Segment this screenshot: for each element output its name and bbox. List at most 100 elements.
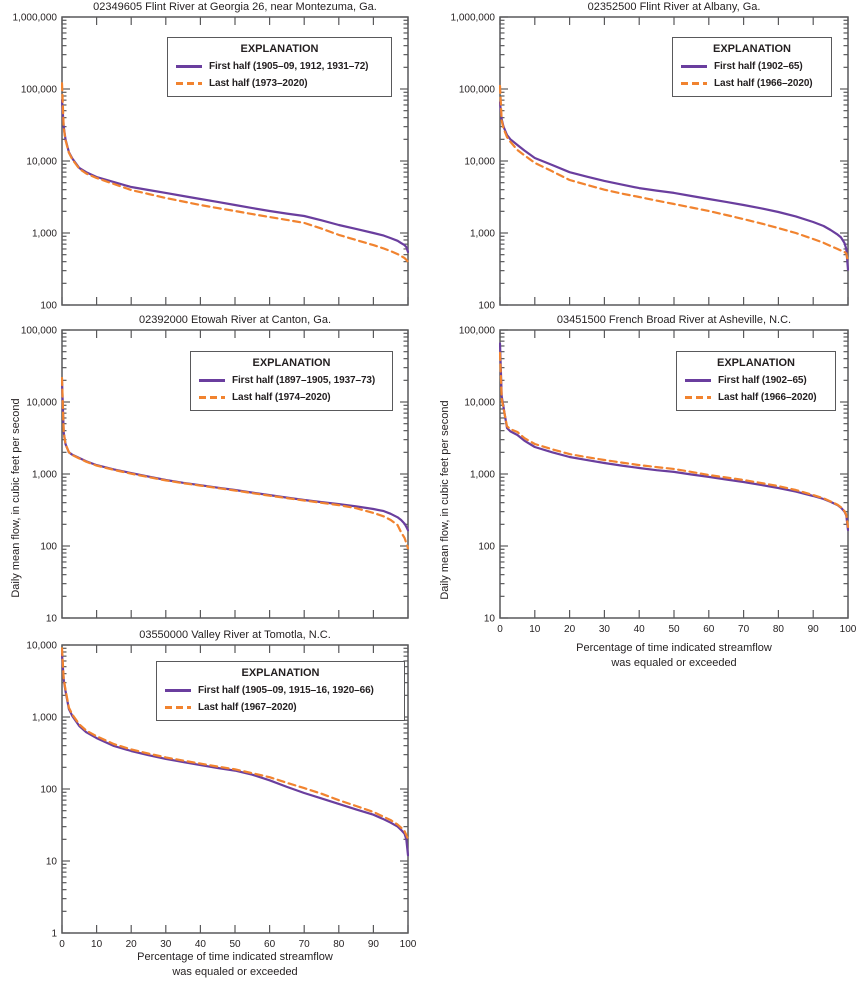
panel-5-plot: 1 10 100 1,000 10,000 0 10 20 30 40 50 60 70 80 90 100 [26,641,416,951]
y-tick-label: 10 [484,614,496,625]
legend-label: First half (1897–1905, 1937–73) [232,375,376,386]
legend-label: Last half (1966–2020) [714,78,813,89]
last-half-curve [61,377,409,550]
legend-entry-first-half: First half (1902–65) [681,61,823,72]
y-tick-label: 1,000,000 [13,13,58,24]
legend-box-1: EXPLANATION First half (1905–09, 1912, 1… [167,37,392,97]
legend-entry-last-half: Last half (1966–2020) [685,392,827,403]
last-half-line-swatch [681,82,707,85]
x-tick-label: 20 [126,939,138,950]
legend-title: EXPLANATION [240,43,319,55]
x-axis-label-right: Percentage of time indicated streamflow … [500,641,848,671]
y-tick-label: 1,000 [32,229,57,240]
plot-frame [499,16,849,306]
y-tick-label: 10,000 [464,398,495,409]
y-tick-label: 100 [40,785,57,796]
y-tick-label: 10,000 [26,398,57,409]
last-half-line-swatch [199,396,225,399]
panel-title-2: 02352500 Flint River at Albany, Ga. [587,1,761,13]
legend-label: First half (1902–65) [714,61,803,72]
y-tick-label: 1,000,000 [451,13,496,24]
first-half-line-swatch [165,689,191,692]
y-tick-label: 100,000 [21,326,58,337]
y-tick-label: 100,000 [459,85,496,96]
legend-label: Last half (1973–2020) [209,78,308,89]
y-tick-label: 100 [478,301,495,312]
panel-title-3: 02392000 Etowah River at Canton, Ga. [138,314,331,326]
x-tick-label: 90 [808,624,820,635]
last-half-curve [61,647,409,841]
legend-entry-last-half: Last half (1973–2020) [176,78,383,89]
x-tick-label: 0 [497,624,503,635]
x-axis-label-left: Percentage of time indicated streamflow … [62,950,408,980]
x-axis-label-line1: Percentage of time indicated streamflow [576,642,772,654]
legend-label: First half (1905–09, 1912, 1931–72) [209,61,369,72]
legend-entry-first-half: First half (1905–09, 1912, 1931–72) [176,61,383,72]
legend-entry-first-half: First half (1897–1905, 1937–73) [199,375,384,386]
x-tick-label: 40 [634,624,646,635]
y-tick-label: 100 [478,542,495,553]
legend-label: Last half (1966–2020) [718,392,817,403]
legend-entry-last-half: Last half (1974–2020) [199,392,384,403]
x-tick-label: 100 [840,624,857,635]
y-axis-label-left: Daily mean flow, in cubic feet per secon… [10,398,22,598]
y-tick-label: 100,000 [459,326,496,337]
x-tick-label: 80 [333,939,345,950]
legend-title: EXPLANATION [712,43,792,55]
y-tick-label: 1,000 [470,470,495,481]
first-half-line-swatch [685,379,711,382]
legend-entry-first-half: First half (1902–65) [685,375,827,386]
legend-label: Last half (1967–2020) [198,702,297,713]
y-axis-label-right: Daily mean flow, in cubic feet per secon… [439,400,451,600]
x-tick-label: 90 [368,939,380,950]
x-axis-label-line2: was equaled or exceeded [611,657,737,669]
legend-entry-first-half: First half (1905–09, 1915–16, 1920–66) [165,685,396,696]
x-tick-label: 60 [703,624,715,635]
last-half-line-swatch [165,706,191,709]
legend-box-5: EXPLANATION First half (1905–09, 1915–16… [156,661,405,721]
panel-3-plot: 10 100 1,000 10,000 100,000 [21,326,409,625]
plot-frame [499,329,849,619]
y-tick-label: 10,000 [26,157,57,168]
first-half-line-swatch [176,65,202,68]
last-half-curve [499,84,849,264]
panel-title-5: 03550000 Valley River at Tomotla, N.C. [139,629,331,641]
x-tick-label: 70 [299,939,311,950]
last-half-line-swatch [176,82,202,85]
x-tick-label: 50 [229,939,241,950]
legend-title: EXPLANATION [716,357,796,369]
panel-title-4: 03451500 French Broad River at Asheville… [556,314,792,326]
y-tick-label: 10,000 [26,641,57,652]
legend-title: EXPLANATION [252,357,331,369]
first-half-curve [499,101,849,271]
x-tick-label: 20 [564,624,576,635]
x-tick-label: 70 [738,624,750,635]
first-half-curve [61,99,409,254]
legend-label: First half (1905–09, 1915–16, 1920–66) [198,685,374,696]
x-axis-label-line1: Percentage of time indicated streamflow [137,951,333,963]
y-tick-label: 10,000 [464,157,495,168]
first-half-line-swatch [681,65,707,68]
legend-entry-last-half: Last half (1967–2020) [165,702,396,713]
legend-box-3: EXPLANATION First half (1897–1905, 1937–… [190,351,393,411]
y-tick-label: 10 [46,614,58,625]
legend-label: First half (1902–65) [718,375,807,386]
x-tick-label: 100 [400,939,417,950]
panel-title-1: 02349605 Flint River at Georgia 26, near… [93,1,377,13]
last-half-line-swatch [685,396,711,399]
x-tick-label: 30 [160,939,172,950]
x-tick-label: 10 [91,939,103,950]
first-half-curve [61,652,409,857]
y-tick-label: 10 [46,857,58,868]
x-axis-label-line2: was equaled or exceeded [172,966,298,978]
panel-2-plot: 100 1,000 10,000 100,000 1,000,000 [451,13,849,312]
y-tick-label: 1,000 [32,470,57,481]
y-tick-label: 1 [51,929,57,940]
y-tick-label: 100 [40,301,57,312]
y-tick-label: 100,000 [21,85,58,96]
x-tick-label: 30 [599,624,611,635]
first-half-line-swatch [199,379,225,382]
x-tick-label: 50 [668,624,680,635]
